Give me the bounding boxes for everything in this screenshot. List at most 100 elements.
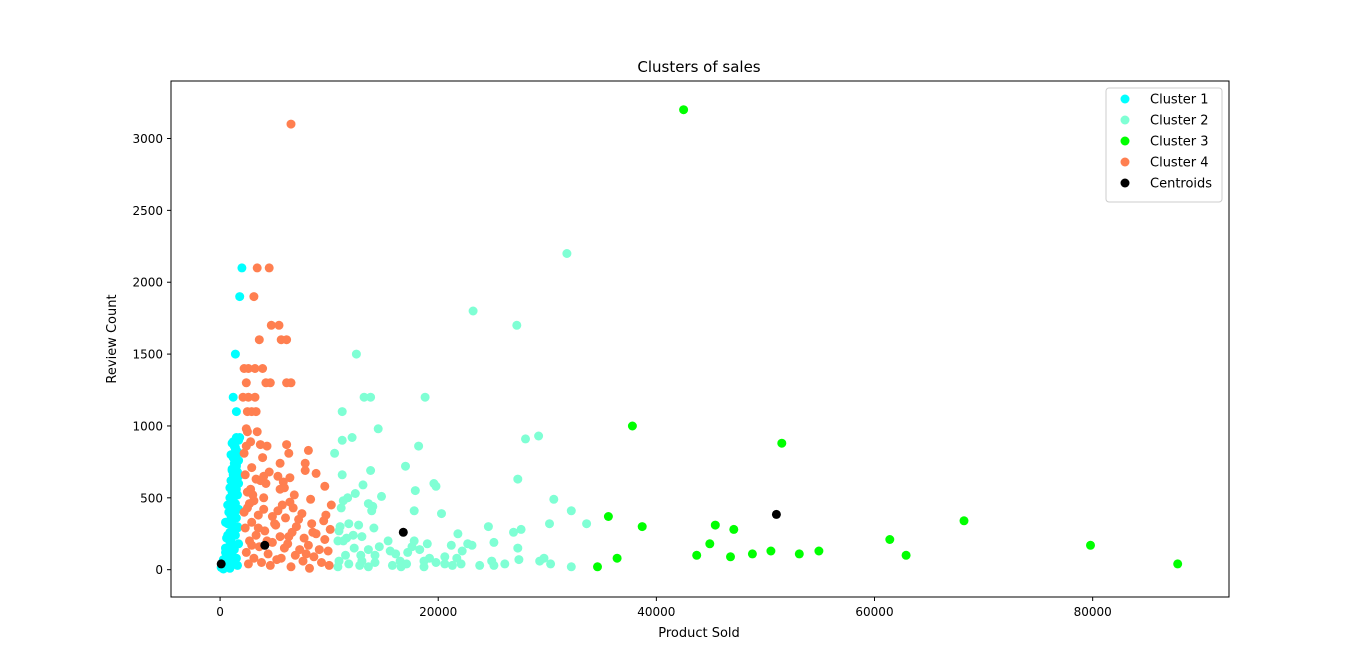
chart-title: Clusters of sales: [637, 58, 760, 76]
data-point: [374, 542, 384, 552]
data-point: [414, 441, 424, 451]
series-cluster-4: [238, 119, 336, 573]
data-point: [216, 559, 226, 569]
data-point: [303, 540, 313, 550]
data-point: [231, 479, 241, 488]
data-point: [279, 483, 289, 493]
data-point: [324, 560, 334, 570]
data-point: [262, 441, 272, 451]
data-point: [440, 559, 450, 569]
data-point: [398, 527, 408, 537]
data-point: [260, 540, 270, 550]
data-point: [227, 504, 237, 514]
data-point: [814, 546, 824, 556]
data-point: [306, 494, 316, 504]
data-point: [521, 434, 530, 444]
data-point: [729, 524, 739, 534]
data-point: [513, 543, 523, 553]
data-point: [279, 543, 289, 553]
y-tick-label: 1000: [132, 419, 163, 433]
data-point: [627, 421, 637, 431]
data-point: [247, 540, 257, 550]
data-point: [228, 437, 238, 447]
data-point: [363, 562, 373, 572]
data-point: [363, 545, 373, 555]
data-point: [901, 550, 911, 560]
data-point: [239, 507, 249, 517]
data-point: [264, 263, 274, 273]
data-point: [534, 431, 544, 441]
data-point: [354, 520, 364, 530]
legend-marker-cluster-3: [1120, 136, 1130, 146]
data-point: [301, 549, 311, 559]
data-point: [391, 549, 401, 559]
data-point: [249, 292, 259, 302]
data-point: [248, 490, 258, 500]
data-point: [240, 523, 250, 533]
data-point: [261, 479, 271, 488]
legend-marker-centroids: [1120, 178, 1130, 188]
data-point: [247, 463, 257, 473]
data-point: [334, 526, 344, 536]
data-point: [726, 552, 735, 562]
data-point: [330, 448, 340, 458]
data-point: [305, 563, 314, 573]
data-point: [240, 470, 250, 480]
data-point: [612, 553, 622, 563]
data-point: [355, 560, 365, 570]
series-cluster-2: [330, 249, 592, 572]
data-point: [323, 546, 333, 556]
data-point: [420, 392, 430, 402]
data-point: [514, 555, 524, 565]
data-point: [250, 364, 260, 373]
data-point: [259, 493, 269, 503]
data-point: [409, 506, 419, 516]
data-point: [289, 490, 299, 500]
data-point: [370, 550, 380, 560]
data-point: [309, 552, 319, 562]
data-point: [440, 552, 450, 562]
data-point: [637, 522, 647, 532]
data-point: [489, 537, 499, 547]
data-point: [771, 509, 781, 519]
legend-label-cluster-2: Cluster 2: [1150, 114, 1209, 129]
data-point: [242, 427, 252, 437]
data-point: [747, 549, 757, 559]
data-point: [314, 545, 324, 555]
data-point: [500, 559, 510, 569]
data-point: [275, 458, 285, 468]
data-point: [241, 378, 251, 388]
data-point: [253, 523, 263, 533]
data-point: [326, 500, 336, 510]
data-point: [431, 481, 441, 491]
data-point: [366, 466, 376, 475]
data-point: [337, 435, 347, 445]
series-cluster-3: [593, 105, 1183, 572]
data-point: [593, 562, 602, 572]
data-point: [241, 441, 251, 451]
data-point: [562, 249, 572, 258]
data-point: [410, 486, 420, 496]
data-point: [549, 494, 559, 504]
data-point: [338, 536, 348, 546]
data-point: [247, 517, 257, 527]
data-point: [794, 549, 804, 559]
data-point: [475, 560, 485, 570]
data-point: [230, 540, 240, 550]
legend-label-cluster-4: Cluster 4: [1150, 156, 1209, 171]
data-point: [284, 448, 294, 458]
data-point: [357, 532, 367, 542]
plot-frame: [170, 80, 1230, 598]
data-point: [290, 550, 300, 560]
data-point: [317, 558, 326, 567]
data-point: [341, 550, 350, 560]
data-point: [350, 489, 360, 498]
data-point: [566, 506, 576, 516]
data-point: [512, 320, 522, 330]
data-point: [777, 438, 787, 448]
data-point: [270, 519, 280, 529]
y-tick-label: 2500: [132, 204, 163, 218]
data-point: [415, 545, 425, 555]
